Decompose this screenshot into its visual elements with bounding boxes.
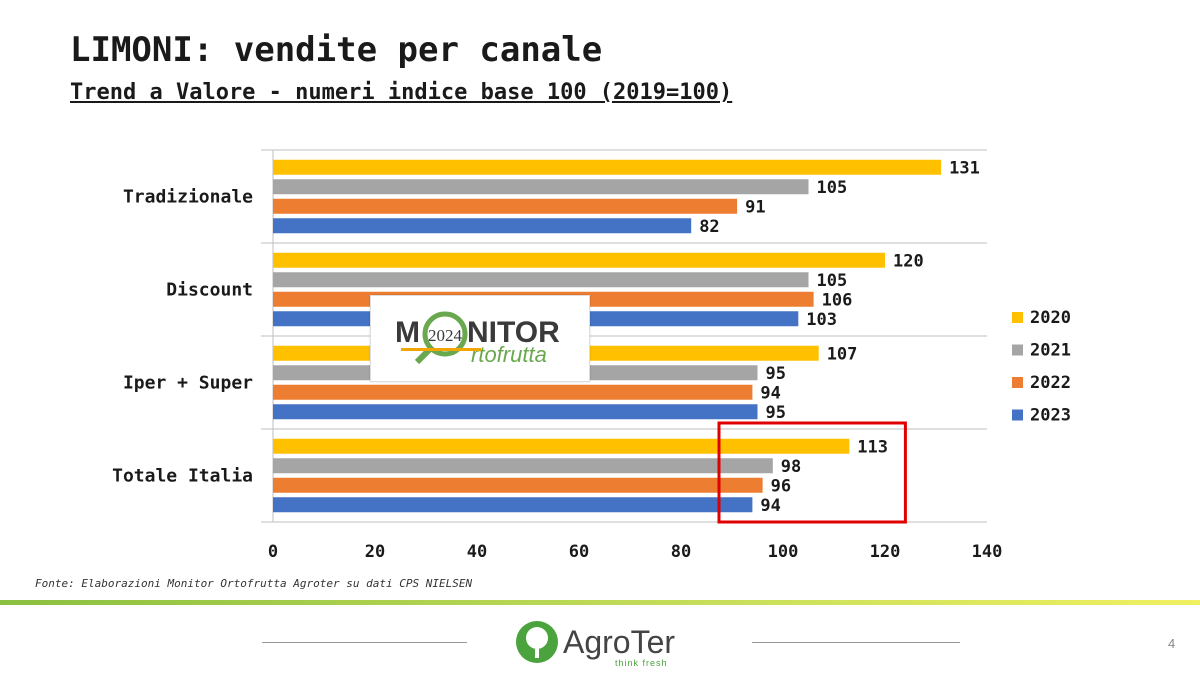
bar — [273, 218, 692, 234]
bar — [273, 477, 763, 493]
data-label: 94 — [760, 496, 780, 516]
monitor-ortofrutta-logo: M 2024 NITOR rtofrutta — [370, 295, 590, 382]
bar — [273, 497, 753, 513]
x-tick-label: 80 — [671, 542, 691, 562]
x-tick-label: 120 — [870, 542, 901, 562]
bar — [273, 179, 809, 195]
data-label: 95 — [766, 403, 786, 423]
data-label: 103 — [806, 310, 837, 330]
bar — [273, 384, 753, 400]
data-label: 91 — [745, 197, 765, 217]
data-label: 120 — [893, 251, 924, 271]
data-label: 106 — [822, 290, 853, 310]
data-label: 105 — [817, 178, 848, 198]
page-title: LIMONI: vendite per canale — [70, 30, 603, 70]
legend-label: 2021 — [1030, 341, 1071, 361]
bar — [273, 438, 850, 454]
x-tick-label: 0 — [268, 542, 278, 562]
category-label: Tradizionale — [123, 187, 253, 208]
x-tick-label: 40 — [467, 542, 487, 562]
legend-swatch — [1012, 312, 1023, 323]
data-label: 95 — [766, 364, 786, 384]
legend-label: 2023 — [1030, 406, 1071, 426]
source-note: Fonte: Elaborazioni Monitor Ortofrutta A… — [35, 577, 473, 590]
data-label: 96 — [771, 476, 791, 496]
svg-text:NITOR: NITOR — [467, 316, 560, 349]
legend-swatch — [1012, 409, 1023, 421]
divider-line — [0, 600, 1200, 605]
bar — [273, 458, 773, 474]
agroter-tagline: think fresh — [615, 658, 668, 668]
page-subtitle: Trend a Valore - numeri indice base 100 … — [70, 80, 733, 105]
x-tick-label: 60 — [569, 542, 589, 562]
bar — [273, 159, 942, 175]
data-label: 113 — [857, 437, 888, 457]
svg-text:M: M — [395, 316, 420, 349]
agroter-name: AgroTer — [563, 624, 676, 660]
legend-swatch — [1012, 377, 1023, 388]
legend-label: 2022 — [1030, 373, 1071, 393]
bar — [273, 404, 758, 420]
x-tick-label: 140 — [972, 542, 1003, 562]
category-label: Iper + Super — [123, 373, 253, 394]
footer-rule-right — [752, 642, 960, 643]
data-label: 105 — [817, 271, 848, 291]
data-label: 94 — [760, 383, 780, 403]
page-number: 4 — [1168, 636, 1176, 651]
agroter-logo-icon — [516, 621, 558, 663]
data-label: 98 — [781, 457, 801, 477]
data-label: 107 — [827, 344, 858, 364]
data-label: 82 — [699, 217, 719, 237]
footer-rule-left — [262, 642, 467, 643]
data-label: 131 — [949, 158, 980, 178]
bar — [273, 198, 738, 214]
category-label: Discount — [166, 280, 253, 301]
bar — [273, 272, 809, 288]
highlight-box — [717, 421, 907, 524]
svg-text:2024: 2024 — [428, 326, 463, 345]
bar — [273, 252, 885, 268]
x-tick-label: 100 — [768, 542, 799, 562]
bar-chart: Tradizionale1311059182Discount1201051061… — [112, 149, 1071, 562]
svg-text:rtofrutta: rtofrutta — [471, 342, 547, 367]
legend-swatch — [1012, 344, 1023, 356]
category-label: Totale Italia — [112, 466, 253, 487]
legend-label: 2020 — [1030, 308, 1071, 328]
x-tick-label: 20 — [365, 542, 385, 562]
